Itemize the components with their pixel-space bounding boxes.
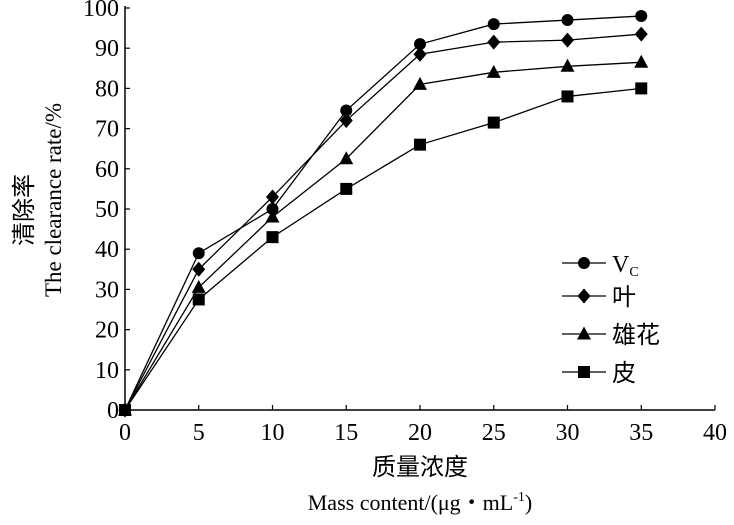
- data-point-triangle: [634, 54, 649, 68]
- y-tick-label: 100: [83, 0, 119, 22]
- series-line: [124, 33, 642, 411]
- y-tick-label: 10: [95, 358, 119, 384]
- series-0: [119, 10, 648, 416]
- data-point-diamond: [487, 34, 501, 50]
- x-tick-label: 30: [556, 420, 580, 446]
- axes: 0 10 20 30 40 50 60 70 80 90 100 0 5 10 15 20 25 30 35 40: [83, 0, 727, 446]
- y-tick-label: 20: [95, 318, 119, 344]
- y-tick-label: 80: [95, 76, 119, 102]
- legend-label-text: 雄花: [612, 322, 660, 349]
- data-point-triangle: [191, 279, 206, 293]
- data-point-square: [487, 116, 500, 129]
- data-point-circle: [340, 104, 353, 117]
- data-point-diamond: [192, 261, 206, 277]
- data-point-diamond: [634, 26, 648, 42]
- data-point-diamond: [266, 189, 279, 205]
- legend-item: 雄花: [562, 322, 660, 349]
- data-point-square: [561, 90, 574, 103]
- data-point-circle: [414, 38, 426, 51]
- legend-label-text: V: [612, 252, 630, 278]
- legend-marker-circle: [578, 257, 590, 269]
- legend-item: 叶: [562, 285, 636, 311]
- data-point-diamond: [561, 32, 574, 48]
- x-tick-label: 25: [482, 420, 506, 446]
- legend-marker-triangle: [577, 326, 591, 340]
- x-axis-label-en-main: Mass content/(μg・mL: [308, 490, 514, 515]
- legend-label: 雄花: [612, 322, 660, 349]
- data-point-triangle: [413, 76, 427, 90]
- data-point-square: [192, 293, 205, 306]
- data-point-square: [635, 82, 648, 95]
- x-axis-label-en: Mass content/(μg・mL-1): [308, 490, 533, 515]
- legend-marker-square: [578, 366, 590, 378]
- x-tick-label: 5: [193, 420, 205, 446]
- series-line: [124, 15, 642, 411]
- x-tick-label: 20: [408, 420, 432, 446]
- data-point-diamond: [413, 46, 427, 62]
- data-point-circle: [635, 10, 648, 23]
- y-tick-label: 90: [95, 36, 119, 62]
- y-tick-label: 40: [95, 237, 119, 263]
- x-tick-label: 15: [334, 420, 358, 446]
- data-point-triangle: [486, 64, 501, 78]
- data-point-square: [119, 404, 131, 416]
- data-point-circle: [487, 18, 500, 31]
- series-line: [124, 87, 642, 411]
- series-line: [124, 61, 642, 411]
- x-tick-label: 10: [261, 420, 285, 446]
- y-axis-label-en: The clearance rate/%: [41, 103, 66, 297]
- x-axis-label-en-sup: -1: [513, 490, 525, 505]
- x-axis-label-en-end: ): [525, 490, 532, 515]
- data-point-circle: [192, 247, 205, 260]
- x-axis-label-cn: 质量浓度: [372, 454, 468, 481]
- x-tick-label: 0: [119, 420, 131, 446]
- series-group: [118, 10, 649, 418]
- data-point-triangle: [560, 58, 575, 72]
- x-tick-label: 35: [629, 420, 653, 446]
- legend-label: 叶: [612, 285, 636, 311]
- legend-label-text: 叶: [612, 285, 636, 311]
- data-point-square: [414, 138, 426, 151]
- legend-marker-diamond: [577, 288, 591, 304]
- y-tick-label: 60: [95, 157, 119, 183]
- legend-label: VC: [612, 252, 639, 280]
- data-point-triangle: [265, 209, 280, 223]
- y-axis-label-cn: 清除率: [11, 174, 38, 246]
- legend-label-sub: C: [629, 265, 638, 280]
- data-point-triangle: [339, 151, 354, 165]
- series-2: [118, 54, 649, 416]
- data-point-circle: [266, 203, 279, 215]
- y-tick-label: 30: [95, 277, 119, 303]
- y-tick-label: 70: [95, 117, 119, 143]
- series-1: [118, 26, 648, 418]
- data-point-square: [340, 182, 353, 195]
- series-3: [119, 82, 648, 416]
- legend-label: 皮: [612, 360, 636, 387]
- data-point-circle: [561, 14, 574, 27]
- y-tick-label: 50: [95, 197, 119, 223]
- legend-label-text: 皮: [612, 360, 636, 387]
- legend-item: VC: [562, 252, 639, 280]
- y-tick-label: 0: [107, 398, 119, 424]
- data-point-square: [266, 231, 279, 244]
- data-point-diamond: [339, 113, 353, 129]
- x-tick-label: 40: [703, 420, 727, 446]
- legend-item: 皮: [562, 360, 636, 387]
